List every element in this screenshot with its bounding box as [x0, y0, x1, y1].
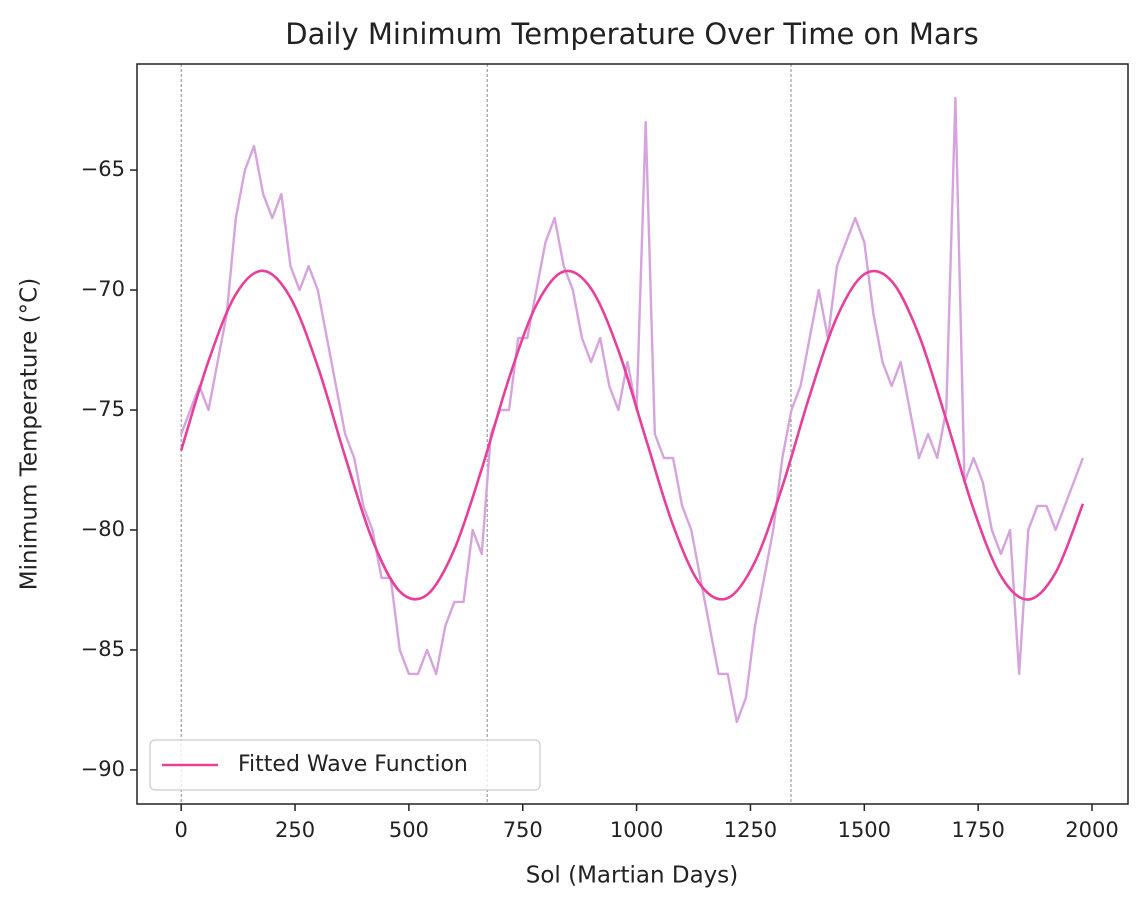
y-axis-label: Minimum Temperature (°C)	[17, 278, 43, 590]
chart-title: Daily Minimum Temperature Over Time on M…	[285, 17, 978, 51]
y-tick-label: −65	[81, 157, 125, 181]
plot-frame	[136, 63, 1129, 805]
data-line	[180, 96, 1085, 724]
legend-label: Fitted Wave Function	[238, 752, 468, 777]
y-tick-label: −75	[81, 397, 125, 421]
y-tick-label: −70	[81, 277, 125, 301]
x-tick-label: 250	[275, 818, 315, 842]
x-tick-label: 1250	[724, 818, 777, 842]
x-tick-label: 750	[503, 818, 543, 842]
y-tick-label: −85	[81, 637, 125, 661]
legend-box	[149, 739, 541, 791]
fitted-line	[179, 269, 1085, 601]
x-tick-label: 1500	[838, 818, 891, 842]
x-tick-label: 1000	[610, 818, 663, 842]
x-tick-label: 1750	[951, 818, 1004, 842]
y-tick-label: −80	[81, 517, 125, 541]
x-axis-label: Sol (Martian Days)	[526, 863, 739, 889]
x-tick-label: 2000	[1065, 818, 1118, 842]
x-tick-label: 0	[174, 818, 187, 842]
y-tick-label: −90	[81, 757, 125, 781]
x-tick-label: 500	[389, 818, 429, 842]
